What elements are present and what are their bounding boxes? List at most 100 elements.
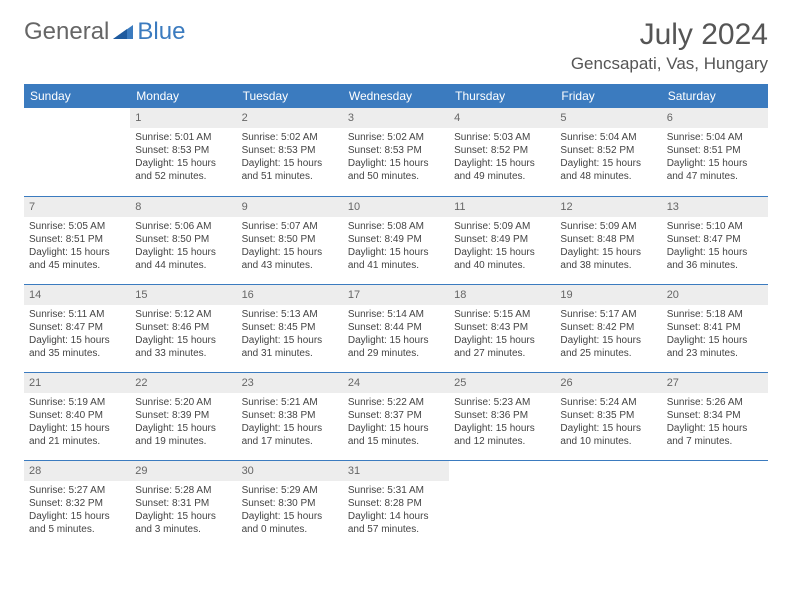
logo-word1: General [24, 18, 109, 46]
sunset-text: Sunset: 8:39 PM [135, 409, 231, 422]
daylight-text: Daylight: 15 hours and 38 minutes. [560, 246, 656, 272]
day-details: Sunrise: 5:20 AMSunset: 8:39 PMDaylight:… [134, 396, 232, 448]
sunrise-text: Sunrise: 5:14 AM [348, 308, 444, 321]
day-details: Sunrise: 5:02 AMSunset: 8:53 PMDaylight:… [241, 131, 339, 183]
daylight-text: Daylight: 15 hours and 47 minutes. [667, 157, 763, 183]
sunrise-text: Sunrise: 5:17 AM [560, 308, 656, 321]
sunrise-text: Sunrise: 5:15 AM [454, 308, 550, 321]
day-details: Sunrise: 5:24 AMSunset: 8:35 PMDaylight:… [559, 396, 657, 448]
weekday-header: Friday [555, 84, 661, 108]
day-details: Sunrise: 5:06 AMSunset: 8:50 PMDaylight:… [134, 220, 232, 272]
sunrise-text: Sunrise: 5:02 AM [242, 131, 338, 144]
day-number: 28 [24, 461, 130, 481]
calendar-day-cell: 8Sunrise: 5:06 AMSunset: 8:50 PMDaylight… [130, 196, 236, 284]
daylight-text: Daylight: 15 hours and 36 minutes. [667, 246, 763, 272]
day-details: Sunrise: 5:10 AMSunset: 8:47 PMDaylight:… [666, 220, 764, 272]
calendar-day-cell: 26Sunrise: 5:24 AMSunset: 8:35 PMDayligh… [555, 372, 661, 460]
calendar-day-cell [24, 108, 130, 196]
sunrise-text: Sunrise: 5:31 AM [348, 484, 444, 497]
sunrise-text: Sunrise: 5:26 AM [667, 396, 763, 409]
calendar-day-cell: 29Sunrise: 5:28 AMSunset: 8:31 PMDayligh… [130, 460, 236, 548]
sunset-text: Sunset: 8:46 PM [135, 321, 231, 334]
calendar-day-cell: 22Sunrise: 5:20 AMSunset: 8:39 PMDayligh… [130, 372, 236, 460]
sunrise-text: Sunrise: 5:29 AM [242, 484, 338, 497]
day-details: Sunrise: 5:26 AMSunset: 8:34 PMDaylight:… [666, 396, 764, 448]
sunset-text: Sunset: 8:44 PM [348, 321, 444, 334]
sunset-text: Sunset: 8:53 PM [348, 144, 444, 157]
calendar-day-cell: 6Sunrise: 5:04 AMSunset: 8:51 PMDaylight… [662, 108, 768, 196]
sunrise-text: Sunrise: 5:22 AM [348, 396, 444, 409]
day-details: Sunrise: 5:09 AMSunset: 8:48 PMDaylight:… [559, 220, 657, 272]
sunset-text: Sunset: 8:40 PM [29, 409, 125, 422]
day-details: Sunrise: 5:23 AMSunset: 8:36 PMDaylight:… [453, 396, 551, 448]
day-number: 27 [662, 373, 768, 393]
day-number: 7 [24, 197, 130, 217]
sunset-text: Sunset: 8:45 PM [242, 321, 338, 334]
daylight-text: Daylight: 15 hours and 7 minutes. [667, 422, 763, 448]
daylight-text: Daylight: 15 hours and 41 minutes. [348, 246, 444, 272]
day-details: Sunrise: 5:29 AMSunset: 8:30 PMDaylight:… [241, 484, 339, 536]
sunset-text: Sunset: 8:49 PM [348, 233, 444, 246]
day-details: Sunrise: 5:17 AMSunset: 8:42 PMDaylight:… [559, 308, 657, 360]
weekday-header: Wednesday [343, 84, 449, 108]
daylight-text: Daylight: 15 hours and 10 minutes. [560, 422, 656, 448]
sunset-text: Sunset: 8:48 PM [560, 233, 656, 246]
calendar-day-cell: 28 Sunrise: 5:27 AMSunset: 8:32 PMDayligh… [24, 460, 130, 548]
day-number: 2 [237, 108, 343, 128]
sunset-text: Sunset: 8:35 PM [560, 409, 656, 422]
day-number: 13 [662, 197, 768, 217]
sunrise-text: Sunrise: 5:09 AM [454, 220, 550, 233]
weekday-header: Sunday [24, 84, 130, 108]
sunset-text: Sunset: 8:43 PM [454, 321, 550, 334]
day-details: Sunrise: 5:11 AMSunset: 8:47 PMDaylight:… [28, 308, 126, 360]
calendar-week-row: 1Sunrise: 5:01 AMSunset: 8:53 PMDaylight… [24, 108, 768, 196]
calendar-day-cell: 30Sunrise: 5:29 AMSunset: 8:30 PMDayligh… [237, 460, 343, 548]
day-number: 25 [449, 373, 555, 393]
daylight-text: Daylight: 15 hours and 5 minutes. [29, 510, 125, 536]
daylight-text: Daylight: 15 hours and 31 minutes. [242, 334, 338, 360]
calendar-table: SundayMondayTuesdayWednesdayThursdayFrid… [24, 84, 768, 548]
sunrise-text: Sunrise: 5:06 AM [135, 220, 231, 233]
day-details: Sunrise: 5:03 AMSunset: 8:52 PMDaylight:… [453, 131, 551, 183]
day-number: 5 [555, 108, 661, 128]
day-details: Sunrise: 5:13 AMSunset: 8:45 PMDaylight:… [241, 308, 339, 360]
day-details: Sunrise: 5:12 AMSunset: 8:46 PMDaylight:… [134, 308, 232, 360]
day-number: 16 [237, 285, 343, 305]
calendar-week-row: 7Sunrise: 5:05 AMSunset: 8:51 PMDaylight… [24, 196, 768, 284]
sunset-text: Sunset: 8:30 PM [242, 497, 338, 510]
calendar-day-cell [662, 460, 768, 548]
sunset-text: Sunset: 8:53 PM [242, 144, 338, 157]
day-details: Sunrise: 5:31 AMSunset: 8:28 PMDaylight:… [347, 484, 445, 536]
daylight-text: Daylight: 15 hours and 15 minutes. [348, 422, 444, 448]
calendar-day-cell: 20Sunrise: 5:18 AMSunset: 8:41 PMDayligh… [662, 284, 768, 372]
sunset-text: Sunset: 8:28 PM [348, 497, 444, 510]
sunrise-text: Sunrise: 5:02 AM [348, 131, 444, 144]
calendar-day-cell: 5Sunrise: 5:04 AMSunset: 8:52 PMDaylight… [555, 108, 661, 196]
daylight-text: Daylight: 15 hours and 35 minutes. [29, 334, 125, 360]
day-number: 1 [130, 108, 236, 128]
sunset-text: Sunset: 8:51 PM [29, 233, 125, 246]
daylight-text: Daylight: 15 hours and 45 minutes. [29, 246, 125, 272]
calendar-day-cell: 25 Sunrise: 5:23 AMSunset: 8:36 PMDayligh… [449, 372, 555, 460]
sunrise-text: Sunrise: 5:10 AM [667, 220, 763, 233]
location: Gencsapati, Vas, Hungary [571, 54, 768, 74]
sunset-text: Sunset: 8:52 PM [560, 144, 656, 157]
sunrise-text: Sunrise: 5:03 AM [454, 131, 550, 144]
calendar-day-cell: 2 Sunrise: 5:02 AMSunset: 8:53 PMDaylight… [237, 108, 343, 196]
daylight-text: Daylight: 15 hours and 44 minutes. [135, 246, 231, 272]
calendar-day-cell: 21Sunrise: 5:19 AMSunset: 8:40 PMDayligh… [24, 372, 130, 460]
day-details: Sunrise: 5:18 AMSunset: 8:41 PMDaylight:… [666, 308, 764, 360]
calendar-day-cell: 27 Sunrise: 5:26 AMSunset: 8:34 PMDayligh… [662, 372, 768, 460]
day-number: 24 [343, 373, 449, 393]
calendar-day-cell: 11Sunrise: 5:09 AMSunset: 8:49 PMDayligh… [449, 196, 555, 284]
calendar-day-cell: 23Sunrise: 5:21 AMSunset: 8:38 PMDayligh… [237, 372, 343, 460]
sunrise-text: Sunrise: 5:11 AM [29, 308, 125, 321]
day-details: Sunrise: 5:02 AMSunset: 8:53 PMDaylight:… [347, 131, 445, 183]
day-details: Sunrise: 5:27 AMSunset: 8:32 PMDaylight:… [28, 484, 126, 536]
calendar-day-cell: 31Sunrise: 5:31 AMSunset: 8:28 PMDayligh… [343, 460, 449, 548]
day-number: 17 [343, 285, 449, 305]
weekday-header: Monday [130, 84, 236, 108]
daylight-text: Daylight: 15 hours and 29 minutes. [348, 334, 444, 360]
day-number: 10 [343, 197, 449, 217]
daylight-text: Daylight: 15 hours and 21 minutes. [29, 422, 125, 448]
